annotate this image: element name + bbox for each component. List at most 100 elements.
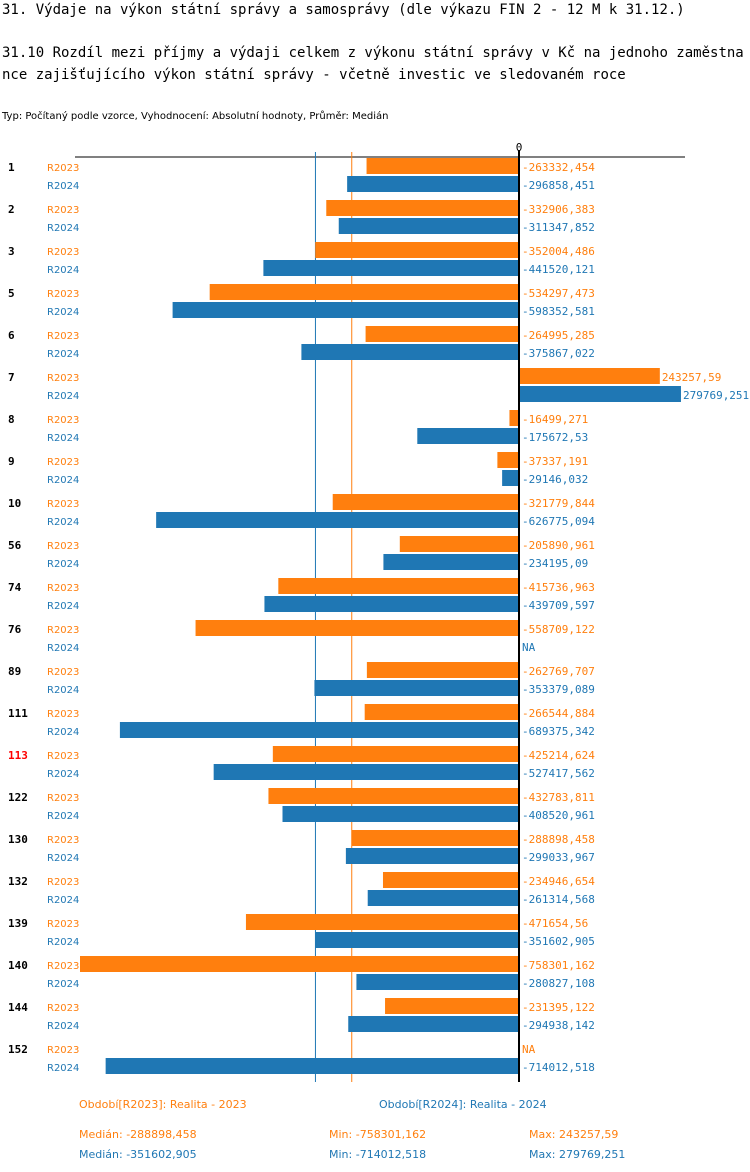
value-label: -353379,089: [522, 683, 595, 696]
series-label: R2024: [47, 391, 79, 402]
bar-r2024: [282, 806, 519, 822]
value-label: -16499,271: [522, 413, 588, 426]
value-label: -264995,285: [522, 329, 595, 342]
legend-r2023: Období[R2023]: Realita - 2023: [79, 1098, 247, 1111]
bar-r2023: [79, 956, 519, 972]
min-r2023: Min: -758301,162: [329, 1128, 427, 1141]
value-label: -234946,654: [522, 875, 595, 888]
series-label: R2024: [47, 223, 79, 234]
series-label: R2023: [47, 499, 79, 510]
bar-r2024: [345, 848, 519, 864]
series-label: R2023: [47, 961, 79, 972]
series-label: R2023: [47, 163, 79, 174]
value-label: 243257,59: [662, 371, 722, 384]
series-label: R2023: [47, 919, 79, 930]
series-label: R2024: [47, 307, 79, 318]
value-label: -471654,56: [522, 917, 588, 930]
bar-chart: 0 1 R2023 -263332,454 R2024 -296858,451 2 R2023…: [8, 141, 749, 1082]
series-label: R2023: [47, 793, 79, 804]
value-label: -351602,905: [522, 935, 595, 948]
category-label: 1: [8, 161, 15, 174]
page-title: 31. Výdaje na výkon státní správy a samo…: [2, 2, 685, 18]
value-label: -175672,53: [522, 431, 588, 444]
category-label: 111: [8, 707, 28, 720]
value-label: -299033,967: [522, 851, 595, 864]
series-label: R2024: [47, 727, 79, 738]
category-label: 139: [8, 917, 28, 930]
bar-r2023: [245, 914, 519, 930]
series-label: R2023: [47, 583, 79, 594]
bar-r2023: [497, 452, 519, 468]
value-label: -262769,707: [522, 665, 595, 678]
category-label: 10: [8, 497, 21, 510]
series-label: R2024: [47, 517, 79, 528]
value-label: -441520,121: [522, 263, 595, 276]
bar-r2024: [119, 722, 520, 738]
chart-meta: Typ: Počítaný podle vzorce, Vyhodnocení:…: [2, 111, 389, 122]
series-label: R2023: [47, 709, 79, 720]
category-label: 74: [8, 581, 22, 594]
bar-r2024: [338, 218, 519, 234]
category-label: 2: [8, 203, 15, 216]
bar-r2023: [399, 536, 519, 552]
series-label: R2024: [47, 433, 79, 444]
series-label: R2023: [47, 625, 79, 636]
bar-r2024: [314, 680, 519, 696]
series-label: R2023: [47, 835, 79, 846]
bar-r2024: [502, 470, 519, 486]
series-label: R2024: [47, 979, 79, 990]
value-label: -261314,568: [522, 893, 595, 906]
series-label: R2024: [47, 181, 79, 192]
bar-r2024: [263, 260, 519, 276]
bar-r2024: [347, 176, 519, 192]
category-label: 8: [8, 413, 15, 426]
min-r2024: Min: -714012,518: [329, 1148, 427, 1161]
bar-r2023: [332, 494, 519, 510]
value-label: -321779,844: [522, 497, 595, 510]
value-label: -29146,032: [522, 473, 588, 486]
bar-r2023: [209, 284, 520, 300]
series-label: R2023: [47, 877, 79, 888]
category-label: 113: [8, 749, 28, 762]
bar-r2024: [172, 302, 519, 318]
series-label: R2023: [47, 205, 79, 216]
legend-r2024: Období[R2024]: Realita - 2024: [379, 1098, 547, 1111]
bar-r2023: [364, 704, 519, 720]
value-label: -332906,383: [522, 203, 595, 216]
bar-r2024: [348, 1016, 519, 1032]
chart-subtitle: 31.10 Rozdíl mezi příjmy a výdaji celkem…: [2, 45, 744, 83]
series-label: R2023: [47, 667, 79, 678]
series-label: R2023: [47, 373, 79, 384]
category-label: 152: [8, 1043, 28, 1056]
series-label: R2024: [47, 559, 79, 570]
bar-r2024: [383, 554, 519, 570]
series-label: R2023: [47, 541, 79, 552]
value-label: -263332,454: [522, 161, 595, 174]
value-label: -280827,108: [522, 977, 595, 990]
bar-r2024: [105, 1058, 520, 1074]
bar-r2024: [367, 890, 519, 906]
max-r2024: Max: 279769,251: [529, 1148, 626, 1161]
series-label: R2023: [47, 415, 79, 426]
bar-r2023: [382, 872, 519, 888]
value-label: -375867,022: [522, 347, 595, 360]
bar-r2024: [519, 386, 681, 402]
value-label: -288898,458: [522, 833, 595, 846]
value-label: -527417,562: [522, 767, 595, 780]
value-label: -37337,191: [522, 455, 588, 468]
value-label: -296858,451: [522, 179, 595, 192]
series-label: R2023: [47, 289, 79, 300]
value-label: -758301,162: [522, 959, 595, 972]
value-label: -408520,961: [522, 809, 595, 822]
value-label: -439709,597: [522, 599, 595, 612]
bar-r2023: [366, 662, 519, 678]
value-label: -266544,884: [522, 707, 595, 720]
series-label: R2024: [47, 853, 79, 864]
bar-r2023: [366, 158, 519, 174]
bar-r2024: [264, 596, 519, 612]
value-label: -311347,852: [522, 221, 595, 234]
category-label: 5: [8, 287, 15, 300]
bar-r2023: [385, 998, 519, 1014]
median-r2023: Medián: -288898,458: [79, 1128, 197, 1141]
bar-r2023: [351, 830, 519, 846]
